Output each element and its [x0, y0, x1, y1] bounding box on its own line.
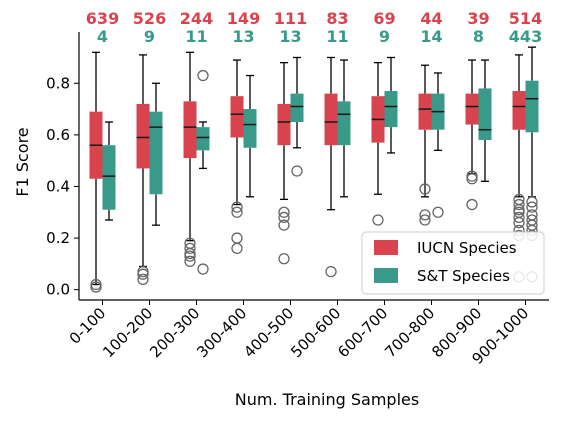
- sample-count-label: 8: [473, 27, 484, 46]
- sample-count-label: 69: [373, 9, 395, 28]
- outlier-point: [513, 211, 525, 224]
- sample-count-label: 13: [232, 27, 254, 46]
- outlier-point: [325, 265, 337, 278]
- outlier-point: [184, 255, 196, 267]
- outlier-point: [466, 198, 478, 211]
- outlier-point: [526, 201, 538, 213]
- x-tick-label: 100-200: [99, 304, 156, 361]
- y-axis-title: F1 Score: [13, 127, 32, 196]
- sample-count-label: 514: [509, 9, 542, 28]
- box: [384, 91, 398, 128]
- x-tick-label: 300-400: [193, 304, 250, 361]
- sample-count-label: 4: [97, 27, 108, 46]
- legend-swatch: [374, 240, 398, 255]
- y-tick-label: 0.8: [46, 74, 70, 92]
- box: [183, 101, 197, 159]
- outlier-point: [513, 216, 525, 229]
- sample-count-label: 244: [180, 9, 213, 28]
- outlier-point: [432, 206, 444, 218]
- outlier-point: [90, 281, 102, 293]
- box: [136, 103, 150, 169]
- outlier-point: [419, 214, 431, 226]
- sample-count-label: 9: [379, 27, 390, 46]
- box: [290, 93, 304, 122]
- box: [102, 145, 116, 210]
- outlier-point: [137, 268, 149, 280]
- outlier-point: [137, 273, 149, 286]
- y-tick-label: 0.6: [46, 126, 70, 144]
- box: [277, 103, 291, 146]
- outlier-point: [419, 209, 431, 221]
- outlier-point: [231, 232, 243, 244]
- sample-count-label: 11: [326, 27, 348, 46]
- outlier-point: [526, 196, 538, 208]
- sample-count-label: 9: [144, 27, 155, 46]
- sample-count-label: 83: [326, 9, 348, 28]
- sample-count-label: 443: [509, 27, 542, 46]
- sample-count-label: 14: [420, 27, 442, 46]
- outlier-point: [372, 214, 384, 226]
- box: [512, 91, 526, 130]
- legend: IUCN Species S&T Species: [361, 231, 545, 295]
- box: [149, 111, 163, 195]
- outlier-point: [291, 165, 303, 177]
- sample-count-label: 44: [420, 9, 442, 28]
- y-tick-label: 0.0: [46, 281, 70, 299]
- y-tick-label: 0.4: [46, 177, 70, 195]
- outlier-point: [184, 242, 196, 255]
- x-tick-label: 400-500: [240, 304, 297, 361]
- outlier-point: [278, 211, 290, 224]
- outlier-point: [231, 206, 243, 218]
- box: [478, 88, 492, 141]
- legend-swatch: [374, 268, 398, 283]
- box: [337, 101, 351, 146]
- outlier-point: [513, 198, 525, 211]
- sample-count-label: 149: [227, 9, 260, 28]
- sample-count-label: 111: [274, 9, 307, 28]
- outlier-point: [419, 183, 431, 195]
- outlier-point: [231, 201, 243, 213]
- outlier-point: [278, 206, 290, 218]
- outlier-point: [184, 250, 196, 262]
- box: [418, 93, 432, 130]
- legend-label: IUCN Species: [417, 239, 517, 257]
- outlier-point: [278, 253, 290, 265]
- outlier-point: [278, 219, 290, 231]
- sample-count-label: 39: [467, 9, 489, 28]
- outlier-point: [466, 173, 478, 185]
- x-tick-label: 700-800: [381, 304, 438, 361]
- sample-count-label: 639: [86, 9, 119, 28]
- x-tick-label: 200-300: [146, 304, 203, 361]
- box: [196, 127, 210, 151]
- legend-label: S&T Species: [417, 267, 510, 285]
- x-tick-label: 500-600: [287, 304, 344, 361]
- sample-count-label: 526: [133, 9, 166, 28]
- outlier-point: [197, 69, 209, 82]
- outlier-point: [231, 242, 243, 255]
- legend-frame: [361, 231, 545, 295]
- box: [324, 93, 338, 146]
- box: [525, 80, 539, 133]
- box: [230, 96, 244, 138]
- box: [243, 109, 257, 148]
- outlier-point: [197, 263, 209, 275]
- sample-count-label: 13: [279, 27, 301, 46]
- sample-count-label: 11: [185, 27, 207, 46]
- x-tick-label: 600-700: [334, 304, 391, 361]
- x-tick-label: 0-100: [66, 304, 110, 348]
- box: [465, 93, 479, 125]
- x-axis-title: Num. Training Samples: [235, 390, 419, 409]
- plot-area: 0.0 0.2 0.4 0.6 0.8 0-100100-200200-300300-40…: [46, 9, 549, 368]
- y-tick-label: 0.2: [46, 229, 70, 247]
